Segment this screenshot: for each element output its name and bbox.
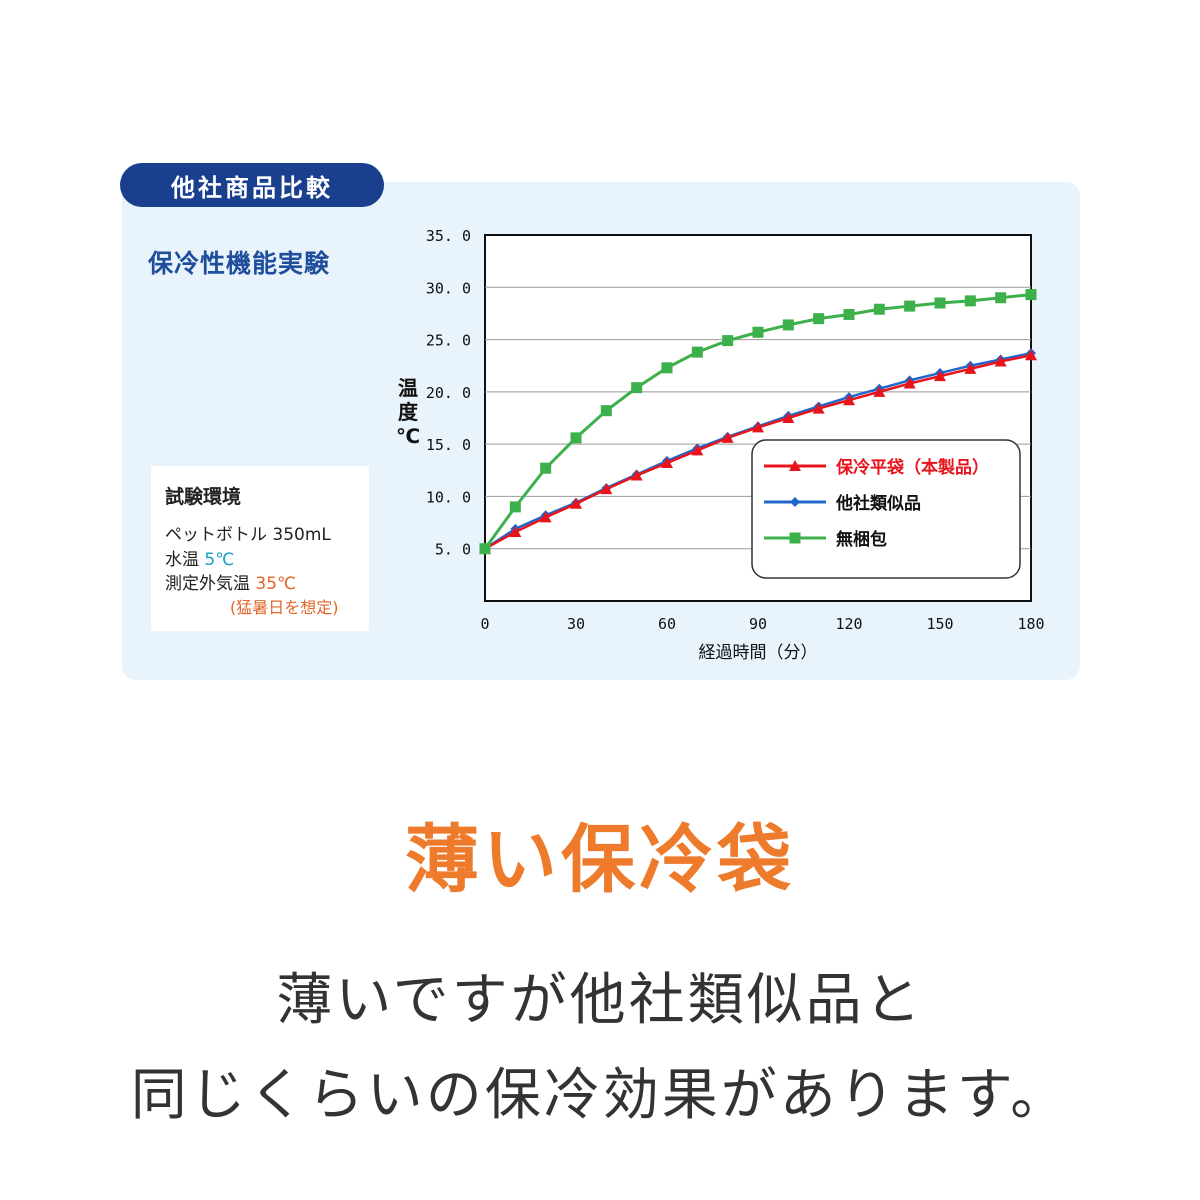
data-point: [843, 394, 855, 406]
x-tick-label: 120: [835, 615, 862, 633]
data-point: [540, 462, 552, 474]
x-tick-label: 0: [480, 615, 489, 633]
environment-outside-temp: 測定外気温 35℃: [165, 569, 296, 594]
temperature-chart: 5. 0 10. 0 15. 0 20. 0 25. 0 30. 0 35. 0 0 30 60 9…: [396, 227, 1045, 663]
data-point: [813, 313, 825, 325]
experiment-title: 保冷性機能実験: [148, 249, 331, 278]
legend-marker: [790, 497, 800, 507]
data-point: [995, 292, 1007, 304]
data-point: [873, 385, 886, 397]
x-tick-label: 30: [567, 615, 585, 633]
body-line-2: 同じくらいの保冷効果があります。: [130, 1063, 1070, 1128]
data-point: [994, 355, 1007, 367]
data-point: [570, 497, 582, 509]
test-environment-box: [151, 466, 369, 631]
y-tick-label: 10. 0: [426, 488, 471, 506]
data-point: [934, 297, 946, 309]
data-point: [1025, 349, 1037, 361]
x-tick-label: 150: [926, 615, 953, 633]
data-point: [904, 300, 916, 312]
data-point: [843, 308, 855, 320]
y-axis-label-char: ℃: [396, 424, 420, 448]
legend-marker: [789, 460, 801, 471]
water-temp-value: 5℃: [204, 550, 235, 570]
data-point: [509, 525, 522, 537]
legend-label: 他社類似品: [835, 493, 921, 514]
legend-label: 無梱包: [836, 529, 887, 550]
outside-temp-value: 35℃: [255, 574, 297, 594]
data-point: [691, 346, 703, 358]
body-line-1: 薄いですが他社類似品と: [276, 968, 924, 1033]
data-point: [934, 370, 946, 382]
data-point: [661, 456, 673, 468]
legend-label: 保冷平袋（本製品）: [835, 457, 989, 478]
y-tick-label: 5. 0: [435, 541, 471, 559]
legend-box: [751, 439, 1021, 579]
data-point: [1025, 289, 1037, 301]
x-tick-label: 180: [1017, 615, 1044, 633]
x-tick-label: 90: [749, 615, 767, 633]
y-tick-label: 25. 0: [426, 332, 471, 350]
data-point: [721, 431, 734, 443]
data-point: [691, 444, 704, 456]
y-tick-label: 15. 0: [426, 436, 471, 454]
outside-temp-note: (猛暑日を想定): [230, 598, 339, 617]
data-point: [600, 405, 612, 417]
legend-marker: [789, 532, 801, 544]
data-point: [782, 412, 795, 423]
environment-title: 試験環境: [165, 486, 242, 508]
data-point: [903, 377, 916, 389]
data-point: [873, 303, 885, 315]
data-point: [479, 543, 491, 555]
data-point: [539, 511, 552, 523]
y-axis-label-char: 温: [398, 376, 418, 400]
data-point: [661, 362, 673, 374]
headline: 薄い保冷袋: [405, 817, 795, 903]
data-point: [631, 382, 643, 394]
data-point: [964, 295, 976, 307]
y-tick-label: 20. 0: [426, 384, 471, 402]
environment-water-temp: 水温 5℃: [165, 545, 234, 570]
y-tick-label: 30. 0: [426, 279, 471, 297]
data-point: [600, 483, 613, 495]
y-axis-label-char: 度: [398, 400, 419, 424]
data-point: [630, 469, 643, 481]
environment-bottle: ペットボトル 350mL: [165, 525, 331, 545]
data-point: [752, 326, 764, 338]
x-tick-label: 60: [658, 615, 676, 633]
outside-temp-label: 測定外気温: [165, 574, 250, 594]
data-point: [964, 362, 977, 374]
comparison-tab: 他社商品比較: [120, 163, 384, 207]
data-point: [812, 402, 825, 414]
x-axis-label: 経過時間（分）: [699, 643, 818, 663]
water-temp-label: 水温: [165, 550, 199, 570]
data-point: [509, 501, 521, 513]
y-tick-label: 35. 0: [426, 227, 471, 245]
data-point: [570, 432, 582, 444]
data-point: [752, 421, 764, 433]
data-point: [722, 335, 734, 347]
data-point: [782, 319, 794, 331]
